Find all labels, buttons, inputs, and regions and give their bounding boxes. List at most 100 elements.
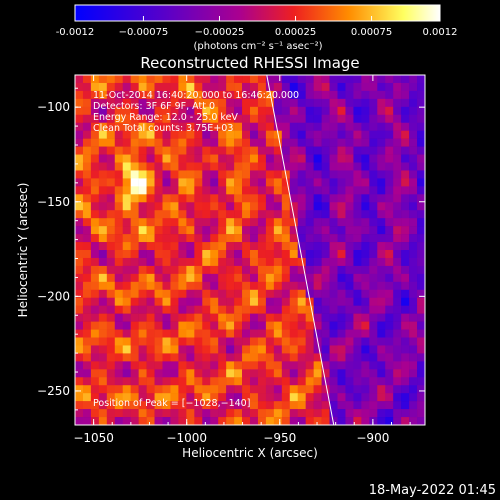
heatmap-cell — [265, 377, 275, 386]
heatmap-cell — [401, 114, 410, 124]
heatmap-cell — [329, 130, 338, 139]
heatmap-cell — [130, 281, 139, 291]
heatmap-cell — [114, 106, 124, 116]
heatmap-cell — [289, 353, 299, 362]
heatmap-cell — [265, 305, 275, 314]
heatmap-cell — [202, 313, 211, 322]
heatmap-cell — [210, 146, 219, 155]
heatmap-cell — [313, 178, 322, 187]
heatmap-cell — [337, 273, 346, 283]
heatmap-cell — [257, 186, 267, 195]
colorbar-tick-label: -0.0012 — [56, 27, 95, 38]
heatmap-cell — [170, 75, 179, 84]
heatmap-cell — [75, 321, 84, 330]
heatmap-cell — [202, 289, 211, 299]
heatmap-cell — [90, 313, 100, 322]
heatmap-cell — [138, 329, 147, 338]
heatmap-cell — [242, 218, 251, 227]
heatmap-cell — [122, 337, 131, 346]
heatmap-cell — [250, 186, 259, 195]
heatmap-cell — [409, 130, 418, 139]
heatmap-cell — [361, 369, 370, 378]
heatmap-cell — [289, 361, 299, 370]
heatmap-cell — [226, 393, 235, 402]
heatmap-cell — [353, 130, 362, 139]
heatmap-cell — [281, 273, 291, 283]
heatmap-cell — [162, 273, 171, 283]
heatmap-cell — [170, 202, 179, 211]
heatmap-cell — [257, 114, 267, 124]
heatmap-cell — [194, 138, 203, 147]
heatmap-cell — [75, 138, 84, 147]
heatmap-cell — [281, 138, 291, 147]
heatmap-cell — [417, 75, 425, 84]
heatmap-cell — [393, 281, 402, 291]
heatmap-cell — [75, 377, 84, 386]
heatmap-cell — [186, 114, 195, 124]
heatmap-cell — [353, 393, 362, 402]
heatmap-cell — [90, 146, 100, 155]
heatmap-cell — [146, 154, 155, 163]
heatmap-cell — [218, 273, 227, 283]
heatmap-cell — [234, 417, 243, 425]
heatmap-cell — [75, 369, 84, 378]
heatmap-cell — [313, 146, 322, 155]
heatmap-cell — [385, 138, 394, 147]
heatmap-cell — [234, 90, 243, 100]
heatmap-cell — [154, 130, 163, 139]
heatmap-cell — [82, 146, 92, 155]
heatmap-cell — [202, 321, 211, 330]
heatmap-cell — [178, 226, 187, 235]
heatmap-cell — [75, 90, 84, 100]
heatmap-cell — [210, 194, 219, 203]
heatmap-cell — [98, 329, 108, 338]
heatmap-cell — [297, 345, 306, 354]
heatmap-cell — [305, 409, 314, 418]
heatmap-cell — [122, 226, 131, 235]
heatmap-cell — [178, 329, 187, 338]
heatmap-cell — [98, 250, 108, 259]
heatmap-cell — [130, 337, 139, 346]
heatmap-cell — [385, 98, 394, 108]
heatmap-cell — [337, 305, 346, 314]
heatmap-cell — [353, 305, 362, 314]
heatmap-cell — [321, 146, 330, 155]
heatmap-cell — [114, 321, 124, 330]
heatmap-cell — [226, 257, 235, 267]
heatmap-cell — [186, 297, 195, 306]
heatmap-cell — [82, 313, 92, 322]
heatmap-cell — [178, 409, 187, 418]
heatmap-cell — [273, 234, 283, 243]
heatmap-cell — [138, 250, 147, 259]
heatmap-cell — [82, 409, 92, 418]
heatmap-cell — [146, 321, 155, 330]
heatmap-cell — [98, 377, 108, 386]
heatmap-cell — [162, 98, 171, 108]
heatmap-cell — [377, 257, 386, 267]
heatmap-cell — [170, 305, 179, 314]
heatmap-cell — [234, 409, 243, 418]
heatmap-cell — [321, 393, 330, 402]
heatmap-cell — [146, 178, 155, 187]
heatmap-cell — [250, 393, 259, 402]
heatmap-cell — [401, 393, 410, 402]
heatmap-cell — [234, 250, 243, 259]
heatmap-cell — [170, 265, 179, 275]
heatmap-cell — [130, 146, 139, 155]
heatmap-cell — [82, 178, 92, 187]
heatmap-cell — [130, 218, 139, 227]
heatmap-cell — [130, 345, 139, 354]
heatmap-cell — [265, 138, 275, 147]
heatmap-cell — [273, 122, 283, 131]
heatmap-cell — [146, 305, 155, 314]
heatmap-cell — [210, 257, 219, 267]
heatmap-cell — [385, 194, 394, 203]
heatmap-cell — [401, 353, 410, 362]
heatmap-cell — [369, 265, 378, 275]
heatmap-cell — [361, 146, 370, 155]
heatmap-cell — [385, 337, 394, 346]
heatmap-cell — [138, 417, 147, 425]
heatmap-cell — [321, 122, 330, 131]
heatmap-cell — [409, 122, 418, 131]
heatmap-cell — [417, 289, 425, 299]
